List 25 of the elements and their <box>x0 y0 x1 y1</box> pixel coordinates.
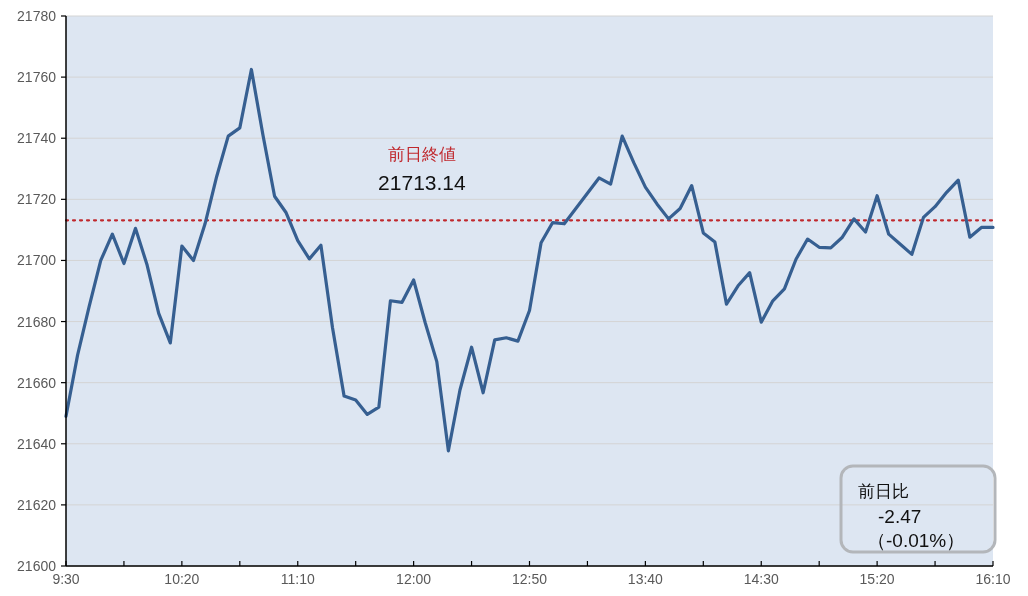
x-tick-label: 12:00 <box>396 571 432 587</box>
y-tick-label: 21780 <box>17 8 57 24</box>
y-tick-label: 21620 <box>17 496 57 513</box>
x-tick-label: 9:30 <box>52 571 80 587</box>
x-tick-label: 11:10 <box>280 571 315 587</box>
y-tick-label: 21760 <box>17 69 57 86</box>
x-tick-label: 15:20 <box>859 571 895 587</box>
x-tick-label: 10:20 <box>164 571 200 587</box>
y-tick-label: 21740 <box>17 130 57 147</box>
x-tick-label: 14:30 <box>743 571 779 587</box>
annotation: （-0.01%） <box>867 530 966 551</box>
annotation: 前日比 <box>858 482 909 501</box>
x-tick-label: 16:10 <box>975 571 1011 587</box>
line-series <box>64 67 995 453</box>
annotation: -2.47 <box>878 506 922 527</box>
y-tick-label: 21640 <box>17 435 57 452</box>
x-tick-label: 12:50 <box>511 571 548 587</box>
ref-line-label: 前日終値 <box>387 145 456 164</box>
x-tick-label: 13:40 <box>627 571 664 587</box>
y-tick-label: 21700 <box>17 252 57 269</box>
y-tick-label: 21720 <box>17 191 57 208</box>
y-tick-label: 21680 <box>17 313 57 330</box>
annotation: 21713.14 <box>378 171 467 194</box>
y-tick-label: 21660 <box>17 374 57 391</box>
y-tick-label: 21600 <box>17 558 57 574</box>
